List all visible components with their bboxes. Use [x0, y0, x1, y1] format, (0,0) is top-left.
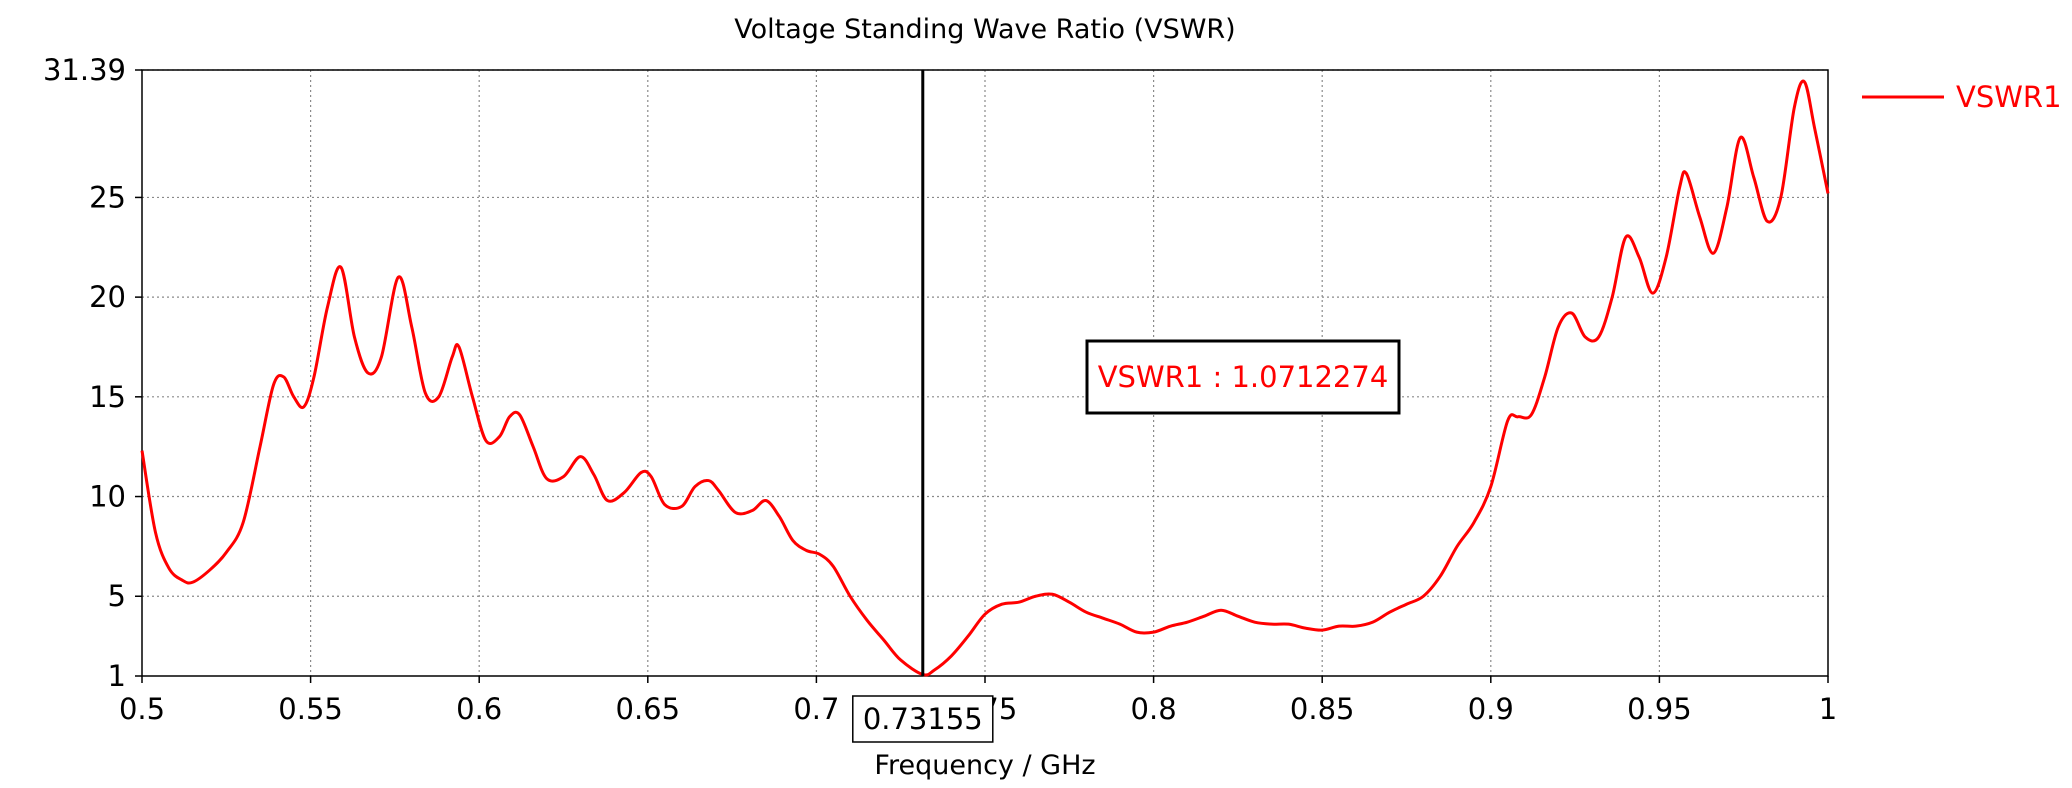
grid-layer [142, 69, 1828, 676]
legend: VSWR1 [1862, 80, 2062, 114]
chart-title: Voltage Standing Wave Ratio (VSWR) [734, 14, 1235, 45]
x-tick-label: 0.85 [1290, 692, 1355, 726]
marker-x-label: 0.73155 [863, 702, 983, 736]
x-tick-label: 0.95 [1627, 692, 1692, 726]
y-tick-label: 15 [89, 380, 126, 414]
legend-label: VSWR1 [1956, 80, 2062, 114]
y-tick-label: 5 [108, 579, 126, 613]
x-axis: 0.50.550.60.650.70.750.80.850.90.951 [119, 676, 1837, 726]
y-tick-label: 10 [89, 480, 126, 514]
y-tick-label: 20 [89, 280, 126, 314]
series-layer [140, 79, 1830, 677]
x-tick-label: 0.9 [1468, 692, 1514, 726]
x-tick-label: 1 [1819, 692, 1837, 726]
marker-annotation-text: VSWR1 : 1.0712274 [1098, 360, 1389, 394]
marker-layer[interactable]: 0.73155 VSWR1 : 1.0712274 [852, 70, 1401, 743]
x-tick-label: 0.6 [456, 692, 502, 726]
y-tick-label: 25 [89, 180, 126, 214]
x-tick-label: 0.5 [119, 692, 165, 726]
marker-annotation-box [1085, 339, 1401, 415]
y-tick-label: 1 [108, 659, 126, 693]
x-tick-label: 0.55 [278, 692, 343, 726]
x-axis-label: Frequency / GHz [874, 750, 1095, 781]
x-tick-label: 0.7 [793, 692, 839, 726]
x-tick-label: 0.65 [616, 692, 681, 726]
marker-x-box [852, 695, 994, 743]
series-line-vswr1 [140, 79, 1830, 677]
y-tick-label: 31.39 [43, 53, 126, 87]
x-tick-label: 0.8 [1131, 692, 1177, 726]
